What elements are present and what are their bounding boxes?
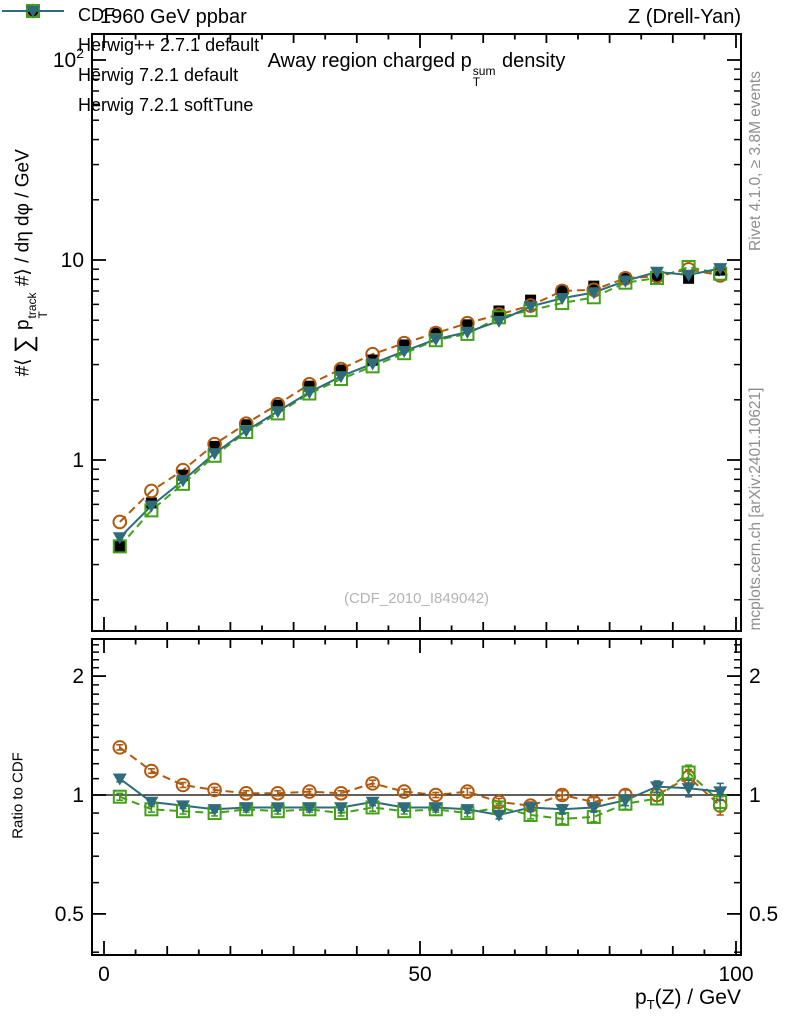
beam-energy-label: 1960 GeV ppbar	[100, 6, 247, 28]
pt-sum-symbol: sum T	[472, 64, 496, 90]
subscript: T	[472, 75, 481, 90]
process-label: Z (Drell-Yan)	[628, 6, 741, 28]
sum-symbol: ∑	[10, 335, 39, 354]
subscript: T	[646, 997, 655, 1013]
series-line-herwig-7-2-1-default	[119, 265, 721, 820]
plot-title-text-end: density	[496, 50, 566, 72]
rivet-version-note: Rivet 4.1.0, ≥ 3.8M events	[747, 71, 764, 251]
tick-label: 100	[718, 963, 753, 986]
tick-label: 0	[98, 963, 110, 986]
legend-label: Herwig 7.2.1 default	[78, 64, 239, 85]
tick-label: 10	[61, 249, 84, 272]
x-label-part: (Z) / GeV	[654, 986, 741, 1009]
tick-label: 50	[408, 963, 431, 986]
mcplots-reference-note: mcplots.cern.ch [arXiv:2401.10621]	[747, 387, 764, 631]
tick-label: 0.5	[749, 903, 778, 926]
y-label-part: #⟨	[12, 353, 34, 377]
y-axis-label: #⟨ ∑ p track T #⟩ / dη dφ / GeV	[10, 53, 50, 473]
tick-label: 1	[72, 784, 84, 807]
x-axis-label: pT(Z) / GeV	[635, 986, 741, 1012]
tick-label: 2	[749, 665, 761, 688]
axis-tick-labels: 1 10 102 0.5 0.5 1 1 2 2 0 50 100	[53, 45, 778, 986]
panel-frames	[91, 33, 742, 956]
x-label-part: p	[635, 986, 647, 1009]
legend-label: CDF	[78, 4, 115, 25]
subscript: T	[36, 311, 51, 319]
y-label-part: #⟩ / dη dφ / GeV	[12, 149, 34, 292]
plot-title: Away region charged p sum T density	[92, 50, 741, 89]
tick-label: 1	[72, 449, 84, 472]
legend: CDF Herwig++ 2.7.1 default Herwig 7.2.1 …	[0, 0, 786, 120]
plot-title-text: Away region charged p	[267, 50, 472, 72]
legend-label: Herwig 7.2.1 softTune	[78, 94, 254, 115]
pt-track-symbol: track T	[25, 292, 51, 319]
tick-label: 102	[53, 45, 84, 72]
tick-label: 0.5	[55, 903, 84, 926]
legend-marker-triangle	[0, 5, 66, 116]
y-label-part: p	[12, 319, 34, 336]
ratio-axis-label: Ratio to CDF	[9, 752, 27, 839]
series-line-herwig-7-2-1-softtune	[119, 267, 721, 817]
superscript: sum	[472, 64, 496, 78]
legend-label: Herwig++ 2.7.1 default	[78, 34, 260, 55]
legend-marker-glyph	[2, 5, 64, 18]
analysis-id-watermark: (CDF_2010_I849042)	[343, 590, 490, 607]
series-line-herwig-2-7-1-default	[119, 268, 721, 807]
legend-item-herwig7-softtune: Herwig 7.2.1 softTune	[0, 5, 786, 120]
series-points-cdf	[114, 264, 726, 552]
tick-label: 2	[72, 665, 84, 688]
series-points-herwig-7-2-1-softtune	[112, 263, 728, 822]
tick-label: 1	[749, 784, 761, 807]
